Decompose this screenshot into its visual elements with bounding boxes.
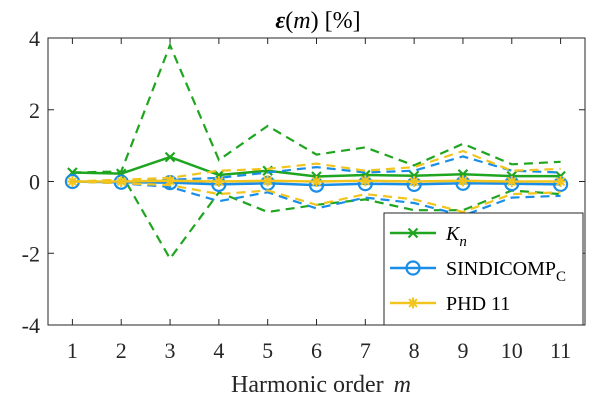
x-axis-title-text: Harmonic order (231, 372, 384, 398)
x-tick-label: 10 (501, 338, 523, 363)
x-axis-ticks: 1 2 3 4 5 6 7 8 9 10 11 (67, 38, 571, 363)
series-upper-bound (72, 149, 561, 183)
data-point (213, 176, 225, 187)
data-point (506, 176, 518, 187)
x-axis-title: Harmonic order m (231, 372, 411, 398)
x-tick-label: 8 (409, 338, 420, 363)
legend-swatch-marker (405, 260, 421, 276)
data-point (66, 176, 78, 187)
legend-swatch-marker (407, 227, 419, 239)
series-upper-bound (72, 42, 561, 174)
legend-label: PHD 11 (446, 293, 510, 315)
series-2 (66, 149, 567, 214)
legend-label: SINDICOMPC (446, 258, 566, 285)
x-tick-label: 7 (360, 338, 371, 363)
x-tick-label: 9 (457, 338, 468, 363)
y-tick-label: 0 (29, 170, 40, 195)
x-tick-label: 1 (67, 338, 78, 363)
y-tick-label: -2 (22, 241, 40, 266)
data-point (408, 176, 420, 187)
title-symbol: ε (275, 8, 285, 34)
x-tick-label: 11 (550, 338, 571, 363)
title-close-paren: ) (311, 8, 319, 34)
chart-title: ε(m) [%] (275, 8, 360, 34)
data-point (164, 151, 176, 163)
x-tick-label: 5 (262, 338, 273, 363)
legend-swatch-marker (407, 297, 419, 309)
x-tick-label: 3 (165, 338, 176, 363)
title-variable: m (293, 8, 310, 34)
x-tick-label: 4 (213, 338, 224, 363)
data-point (457, 175, 469, 187)
y-tick-label: 2 (29, 98, 40, 123)
legend: Kn SINDICOMPC PHD 11 (383, 212, 584, 326)
series-lower-bound (72, 180, 561, 217)
data-point (311, 176, 322, 187)
legend-label: Kn (445, 223, 467, 250)
series-layer (64, 42, 569, 261)
x-tick-label: 6 (311, 338, 322, 363)
series-lower-bound (72, 180, 561, 214)
title-open-paren: ( (285, 8, 293, 34)
x-axis-title-variable: m (394, 372, 411, 398)
y-tick-label: -4 (22, 313, 40, 338)
y-axis-ticks: -4 -2 0 2 4 (22, 26, 585, 338)
data-point (359, 175, 371, 187)
data-point (555, 176, 567, 187)
x-tick-label: 2 (116, 338, 127, 363)
data-point (164, 175, 176, 187)
data-point (115, 176, 127, 187)
y-tick-label: 4 (29, 26, 40, 51)
title-unit: [%] (325, 8, 361, 34)
data-point (262, 175, 274, 187)
